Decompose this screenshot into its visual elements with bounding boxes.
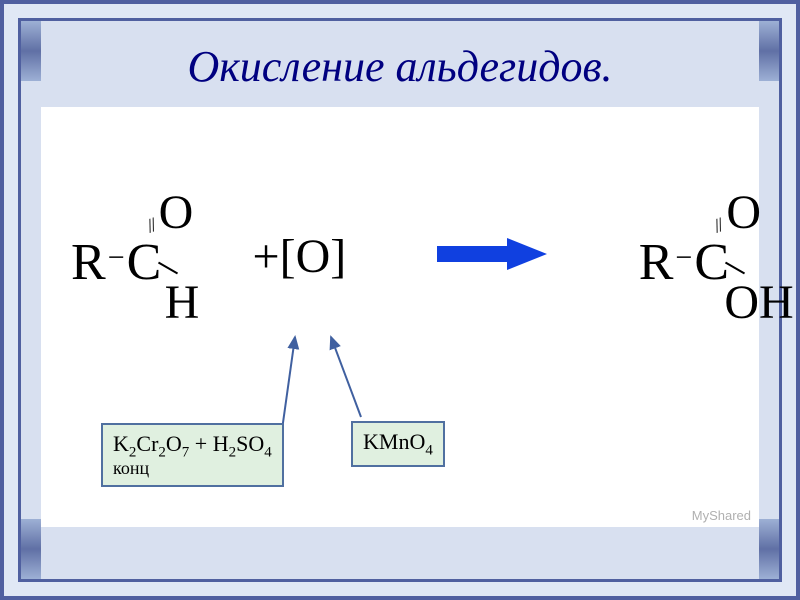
oxidant-box-dichromate: K2Cr2O7 + H2SO4 конц (101, 423, 284, 487)
bond-dash: − (108, 241, 125, 275)
carbon-center: C // O OH (694, 233, 729, 292)
r-group: R (71, 233, 106, 292)
arrow-icon (437, 234, 547, 274)
corner-decor (759, 21, 779, 81)
bond-dash: − (675, 241, 692, 275)
hydrogen-bottom: H (165, 275, 200, 330)
corner-decor (759, 519, 779, 579)
slide-inner-frame: Окисление альдегидов. R − C // O H +[O] (18, 18, 782, 582)
formula-text: KMnO4 (363, 429, 433, 454)
oxygen-top: O (159, 185, 194, 240)
oxidant-box-permanganate: KMnO4 (351, 421, 445, 467)
corner-decor (21, 519, 41, 579)
corner-decor (21, 21, 41, 81)
product-acid: R − C // O OH (639, 233, 729, 292)
slide-outer-frame: Окисление альдегидов. R − C // O H +[O] (0, 0, 800, 600)
oxygen-top: O (726, 185, 761, 240)
hydroxyl-bottom: OH (724, 275, 793, 330)
conc-note: конц (113, 458, 272, 479)
reaction-diagram: R − C // O H +[O] (41, 107, 759, 527)
oxidant-symbol: +[O] (253, 229, 347, 284)
reaction-equation: R − C // O H +[O] (71, 177, 729, 347)
formula-text: K2Cr2O7 + H2SO4 (113, 431, 272, 456)
watermark: MyShared (692, 508, 751, 523)
carbon-letter: C (127, 234, 162, 291)
reaction-arrow (437, 234, 547, 279)
reactant-aldehyde: R − C // O H (71, 233, 161, 292)
carbon-center: C // O H (127, 233, 162, 292)
r-group: R (639, 233, 674, 292)
slide-title: Окисление альдегидов. (21, 21, 779, 102)
